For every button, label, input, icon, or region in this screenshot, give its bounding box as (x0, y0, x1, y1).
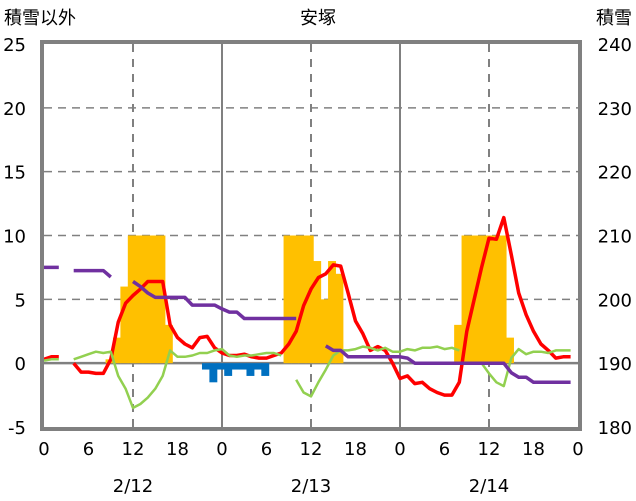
y-tick-right: 220 (598, 163, 632, 184)
precip-bar (120, 286, 129, 364)
y-tick-right: 230 (598, 99, 632, 120)
precip-bar (305, 235, 314, 364)
y-tick-left: 5 (15, 290, 26, 311)
precip-bar (506, 337, 514, 364)
y-tick-right: 200 (598, 290, 632, 311)
precip-bar (320, 299, 329, 364)
precip-bar (150, 235, 158, 364)
precip-bar (298, 235, 307, 364)
y-tick-left: -5 (8, 418, 26, 439)
day-label: 2/12 (113, 476, 153, 497)
x-tick: 0 (572, 439, 583, 460)
x-tick: 18 (344, 439, 367, 460)
y-tick-right: 210 (598, 227, 632, 248)
precip-bar (157, 235, 166, 364)
precip-bar (483, 235, 492, 364)
y-tick-left: 0 (15, 354, 26, 375)
negative-bar (224, 363, 233, 376)
y-tick-left: 10 (3, 227, 26, 248)
negative-bar (216, 363, 225, 370)
y-tick-right: 190 (598, 354, 632, 375)
negative-bar (209, 363, 218, 383)
precip-bar (498, 235, 507, 364)
left-axis-title: 積雪以外 (4, 8, 76, 29)
series-line-green (43, 345, 571, 410)
x-tick: 12 (122, 439, 145, 460)
negative-bar (201, 363, 210, 370)
precip-bar (491, 235, 500, 364)
series-line-purple (44, 265, 571, 385)
precip-bar (142, 235, 151, 364)
precip-bar (290, 235, 299, 364)
negative-bar (246, 363, 255, 376)
day-label: 2/13 (291, 476, 331, 497)
series-line-red (43, 215, 571, 397)
x-tick: 6 (261, 439, 272, 460)
precip-bar (313, 261, 322, 364)
x-tick: 6 (83, 439, 94, 460)
bars (105, 235, 514, 383)
x-tick: 12 (300, 439, 323, 460)
x-tick: 0 (216, 439, 227, 460)
precip-bar (454, 324, 463, 364)
negative-bar (239, 363, 247, 370)
y-tick-left: 25 (3, 35, 26, 56)
precip-bar (112, 337, 121, 364)
negative-bar (253, 363, 262, 370)
x-tick: 18 (522, 439, 545, 460)
y-tick-left: 15 (3, 163, 26, 184)
x-tick: 0 (394, 439, 405, 460)
precip-bar (335, 273, 344, 364)
precip-bar (127, 235, 136, 364)
lines (43, 215, 571, 410)
x-tick: 12 (478, 439, 501, 460)
precip-bar (328, 261, 336, 364)
x-tick: 18 (166, 439, 189, 460)
right-axis-title: 積雪 (596, 8, 632, 29)
precip-bar (135, 235, 144, 364)
negative-bar (261, 363, 270, 376)
plot-frame (40, 40, 582, 431)
negative-bar (231, 363, 240, 370)
chart-title: 安塚 (300, 8, 336, 29)
x-tick: 0 (38, 439, 49, 460)
y-tick-left: 20 (3, 99, 26, 120)
precip-bar (164, 324, 173, 364)
precip-bar (476, 235, 485, 364)
precip-bar (461, 235, 470, 364)
y-tick-right: 180 (598, 418, 632, 439)
x-tick: 6 (439, 439, 450, 460)
labels: 積雪以外 安塚 積雪 25 20 15 10 5 0 -5 240 230 220 210 200 19… (3, 8, 632, 497)
precip-bar (283, 235, 292, 364)
day-label: 2/14 (469, 476, 509, 497)
y-tick-right: 240 (598, 35, 632, 56)
